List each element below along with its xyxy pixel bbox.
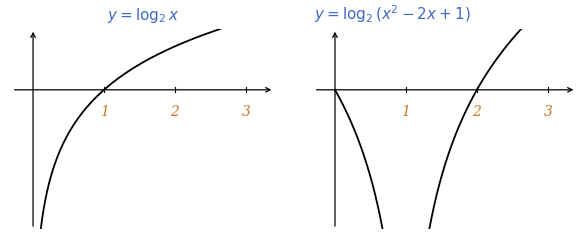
Text: 3: 3 [543, 105, 552, 119]
Text: 2: 2 [473, 105, 482, 119]
Text: 2: 2 [171, 105, 179, 119]
Text: 1: 1 [99, 105, 108, 119]
Text: 1: 1 [402, 105, 410, 119]
Text: $y = \log_2 x$: $y = \log_2 x$ [107, 6, 179, 25]
Text: 3: 3 [242, 105, 250, 119]
Text: $y = \log_2(x^2 - 2x + 1)$: $y = \log_2(x^2 - 2x + 1)$ [313, 3, 470, 25]
